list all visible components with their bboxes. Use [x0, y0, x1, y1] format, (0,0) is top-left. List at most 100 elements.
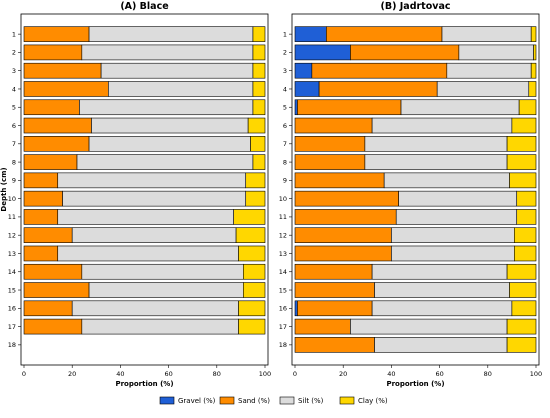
bar-clay-depth-17 [238, 318, 266, 335]
bar-silt-depth-3 [100, 62, 254, 79]
panel-title: (A) Blace [120, 1, 168, 12]
bar-sand-depth-10 [23, 190, 63, 207]
bar-clay-depth-12 [514, 227, 537, 243]
legend-swatch-clay [339, 396, 355, 405]
bar-sand-depth-12 [294, 227, 392, 243]
bar-clay-depth-1 [252, 26, 266, 42]
y-tick-label: 5 [283, 104, 287, 112]
y-tick-label: 9 [12, 177, 16, 185]
bar-silt-depth-12 [71, 227, 237, 243]
bar-sand-depth-3 [311, 62, 448, 79]
bar-sand-depth-4 [318, 81, 438, 97]
bar-clay-depth-13 [514, 245, 537, 262]
y-tick-label: 8 [12, 158, 16, 166]
bar-gravel-depth-4 [294, 81, 320, 97]
y-tick-label: 9 [283, 177, 287, 185]
bar-clay-depth-8 [252, 154, 266, 170]
y-tick-label: 11 [8, 213, 16, 221]
panel-title: (B) Jadrtovac [381, 1, 451, 12]
bar-silt-depth-14 [371, 263, 508, 280]
y-tick-label: 2 [283, 49, 287, 57]
bar-sand-depth-4 [23, 81, 109, 97]
bar-silt-depth-14 [81, 263, 244, 280]
y-tick-label: 17 [279, 323, 287, 331]
bar-clay-depth-16 [511, 300, 537, 317]
bar-silt-depth-11 [57, 209, 234, 225]
bar-gravel-depth-3 [294, 62, 313, 79]
x-tick-label: 60 [164, 370, 172, 378]
bar-clay-depth-10 [245, 190, 266, 207]
bar-sand-depth-2 [350, 44, 460, 61]
bar-silt-depth-3 [446, 62, 532, 79]
bar-sand-depth-1 [326, 26, 443, 42]
bar-silt-depth-2 [458, 44, 534, 61]
bar-clay-depth-6 [511, 117, 537, 134]
bar-sand-depth-14 [294, 263, 373, 280]
y-tick-label: 10 [279, 195, 287, 203]
bar-sand-depth-16 [297, 300, 373, 317]
bar-silt-depth-13 [57, 245, 239, 262]
bar-clay-depth-2 [533, 44, 537, 61]
bar-clay-depth-3 [252, 62, 266, 79]
bar-clay-depth-4 [528, 81, 537, 97]
x-tick-label: 40 [387, 370, 395, 378]
y-tick-label: 15 [8, 286, 16, 294]
bar-silt-depth-17 [81, 318, 239, 335]
bar-silt-depth-5 [400, 99, 520, 116]
y-tick-label: 16 [279, 305, 287, 313]
x-tick-label: 0 [22, 370, 26, 378]
bar-silt-depth-9 [383, 172, 510, 189]
y-tick-label: 4 [283, 85, 287, 93]
bar-silt-depth-11 [395, 209, 518, 225]
y-tick-label: 14 [279, 268, 287, 276]
bar-silt-depth-9 [57, 172, 247, 189]
bar-silt-depth-8 [76, 154, 254, 170]
bar-sand-depth-6 [23, 117, 92, 134]
x-tick-label: 40 [116, 370, 124, 378]
y-tick-label: 6 [283, 122, 287, 130]
y-tick-label: 15 [279, 286, 287, 294]
bar-clay-depth-12 [235, 227, 266, 243]
y-tick-label: 1 [283, 30, 287, 38]
y-tick-label: 10 [8, 195, 16, 203]
panel-jadrtovac: (B) Jadrtovac123456789101112131415161718… [279, 1, 542, 388]
bar-sand-depth-9 [294, 172, 385, 189]
y-tick-label: 3 [283, 67, 287, 75]
bar-clay-depth-7 [250, 136, 266, 152]
bar-clay-depth-13 [238, 245, 266, 262]
x-tick-label: 80 [484, 370, 492, 378]
y-tick-label: 14 [8, 268, 16, 276]
bar-sand-depth-7 [294, 136, 366, 152]
bar-silt-depth-4 [436, 81, 530, 97]
bar-silt-depth-4 [108, 81, 254, 97]
bar-sand-depth-7 [23, 136, 90, 152]
legend-swatch-gravel [159, 396, 175, 405]
y-tick-label: 5 [12, 104, 16, 112]
bar-sand-depth-13 [23, 245, 59, 262]
bar-sand-depth-17 [23, 318, 83, 335]
bar-sand-depth-18 [294, 337, 375, 353]
y-tick-label: 12 [8, 231, 16, 239]
y-tick-label: 3 [12, 67, 16, 75]
bar-clay-depth-14 [243, 263, 266, 280]
x-axis-label: Proportion (%) [115, 380, 173, 388]
plot-frame [291, 13, 540, 366]
legend-label-sand: Sand (%) [238, 397, 270, 405]
bar-gravel-depth-5 [294, 99, 298, 116]
bar-sand-depth-13 [294, 245, 392, 262]
legend-swatch-sand [219, 396, 235, 405]
x-tick-label: 100 [530, 370, 542, 378]
bar-clay-depth-15 [243, 282, 266, 298]
bar-silt-depth-6 [91, 117, 249, 134]
bar-clay-depth-6 [247, 117, 266, 134]
y-axis-label: Depth (cm) [0, 167, 8, 211]
y-tick-label: 7 [283, 140, 287, 148]
y-tick-label: 1 [12, 30, 16, 38]
y-tick-label: 4 [12, 85, 16, 93]
bar-silt-depth-16 [371, 300, 513, 317]
bar-clay-depth-17 [506, 318, 537, 335]
bar-sand-depth-5 [297, 99, 402, 116]
x-tick-label: 0 [293, 370, 297, 378]
